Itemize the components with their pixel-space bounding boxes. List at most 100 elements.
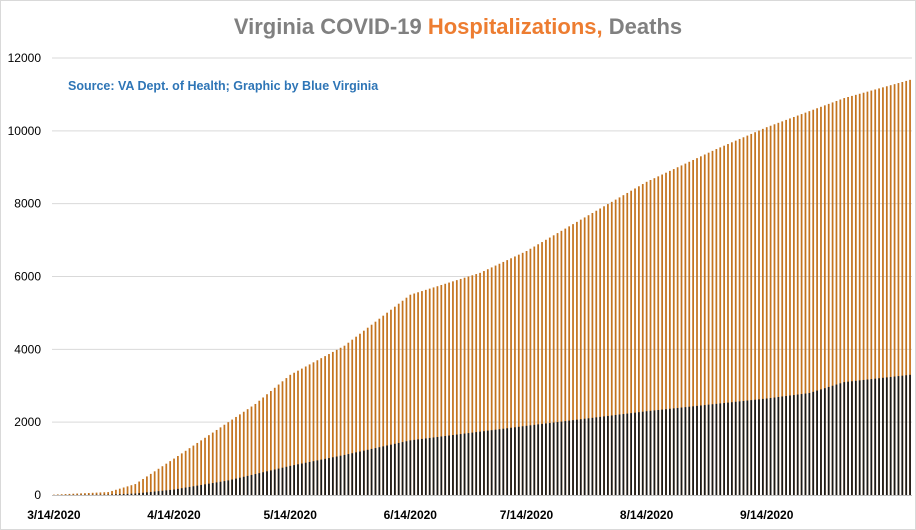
deaths-bar	[719, 403, 722, 495]
hospitalizations-bar	[142, 478, 144, 495]
hospitalizations-bar	[320, 358, 323, 495]
y-axis: 0 2000 4000 6000 8000 10000 12000	[8, 51, 42, 502]
deaths-bar	[409, 440, 412, 496]
deaths-bar	[308, 461, 311, 495]
hospitalizations-bar	[758, 130, 760, 496]
deaths-bar	[397, 442, 400, 495]
hospitalizations-bar	[808, 111, 811, 496]
deaths-bar	[246, 475, 249, 495]
hospitalizations-bar	[266, 394, 268, 495]
hospitalizations-bar	[537, 244, 540, 495]
deaths-bar	[893, 376, 896, 495]
hospitalizations-bar	[223, 424, 226, 495]
deaths-bar	[421, 438, 423, 495]
hospitalizations-bar	[343, 345, 346, 495]
deaths-bar	[297, 464, 299, 495]
deaths-bar	[870, 379, 873, 495]
deaths-bar	[823, 388, 826, 495]
hospitalizations-bar	[521, 252, 524, 495]
deaths-bar	[355, 452, 357, 495]
hospitalizations-bar	[680, 165, 683, 495]
deaths-bar	[142, 492, 144, 495]
hospitalizations-bar	[533, 246, 536, 495]
hospitalizations-bar	[324, 356, 326, 495]
hospitalizations-bar	[750, 133, 753, 495]
hospitalizations-bar	[502, 261, 505, 495]
hospitalizations-bar	[76, 493, 79, 495]
deaths-bar	[541, 423, 543, 495]
deaths-bar	[552, 422, 555, 495]
deaths-bar	[153, 491, 156, 495]
deaths-bar	[579, 419, 582, 495]
hospitalizations-bar	[312, 362, 315, 495]
hospitalizations-bar	[641, 184, 644, 496]
deaths-bar	[521, 426, 524, 495]
deaths-bar	[188, 486, 191, 495]
deaths-bar	[634, 412, 636, 495]
deaths-bar	[386, 445, 388, 495]
deaths-bar	[281, 467, 284, 495]
deaths-bar	[649, 410, 652, 495]
x-axis: 3/14/2020 4/14/2020 5/14/2020 6/14/2020 7/14…	[27, 495, 912, 522]
hospitalizations-bar	[661, 174, 663, 495]
hospitalizations-bar	[204, 437, 206, 495]
deaths-bar	[847, 381, 849, 495]
hospitalizations-bar	[401, 300, 404, 495]
hospitalizations-bar	[270, 390, 272, 495]
deaths-bar	[417, 439, 419, 495]
hospitalizations-bar	[777, 122, 780, 495]
hospitalizations-bar	[258, 400, 261, 495]
deaths-bar	[901, 375, 904, 495]
hospitalizations-bar	[235, 416, 237, 495]
hospitalizations-bar	[796, 115, 799, 495]
title-part-3: Deaths	[602, 14, 683, 39]
hospitalizations-bar	[262, 397, 264, 495]
deaths-bar	[219, 481, 222, 495]
hospitalizations-bar	[56, 494, 59, 495]
hospitalizations-bar	[161, 466, 164, 495]
x-tick-label: 6/14/2020	[384, 508, 438, 522]
deaths-bar	[312, 461, 315, 495]
deaths-bar	[599, 416, 602, 495]
deaths-bar	[196, 485, 199, 495]
deaths-bar	[436, 436, 439, 495]
deaths-bar	[831, 385, 834, 495]
y-tick-label: 8000	[14, 197, 41, 211]
hospitalizations-bar	[878, 88, 880, 495]
hospitalizations-bar	[552, 235, 555, 495]
hospitalizations-bar	[72, 493, 75, 495]
hospitalizations-bar	[99, 492, 102, 495]
hospitalizations-bar	[761, 128, 764, 495]
deaths-bar	[665, 409, 667, 495]
deaths-bar	[626, 413, 629, 495]
hospitalizations-bar	[905, 80, 908, 495]
hospitalizations-bar	[572, 224, 574, 495]
deaths-bar	[343, 454, 346, 495]
hospitalizations-bar	[316, 360, 319, 495]
deaths-bar	[138, 493, 141, 495]
hospitalizations-bar	[901, 82, 904, 495]
deaths-bar	[455, 434, 458, 495]
y-tick-label: 2000	[14, 415, 41, 429]
hospitalizations-bar	[688, 161, 691, 496]
deaths-bar	[339, 455, 342, 495]
hospitalizations-bar	[475, 274, 478, 495]
hospitalizations-bar	[285, 378, 288, 495]
hospitalizations-bar	[831, 102, 834, 496]
x-tick-label: 3/14/2020	[27, 508, 81, 522]
hospitalizations-bar	[591, 212, 594, 496]
deaths-bar	[742, 400, 745, 495]
deaths-bar	[231, 479, 233, 495]
deaths-bar	[738, 401, 741, 495]
deaths-bar	[304, 462, 307, 495]
deaths-bar	[440, 436, 443, 495]
deaths-bar	[661, 409, 663, 495]
deaths-bar	[572, 420, 574, 495]
deaths-bar	[692, 406, 694, 495]
hospitalizations-bar	[180, 453, 183, 495]
hospitalizations-bar	[382, 315, 385, 495]
hospitalizations-bar	[564, 228, 567, 496]
deaths-bar	[858, 380, 861, 495]
hospitalizations-bar	[889, 85, 892, 495]
hospitalizations-bar	[378, 318, 381, 495]
